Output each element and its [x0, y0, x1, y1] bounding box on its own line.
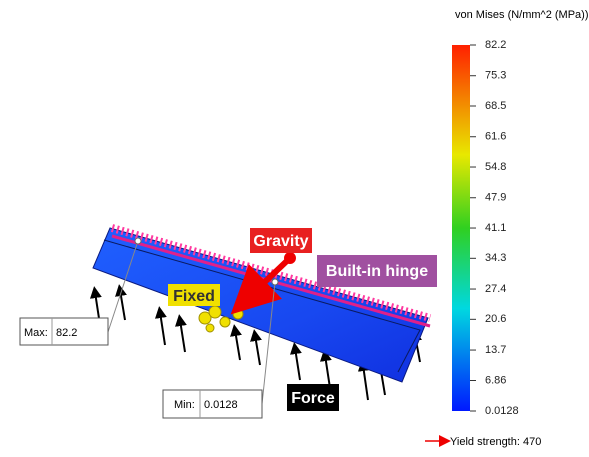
legend-tick-label: 34.3 [485, 252, 506, 264]
gravity-origin [284, 252, 296, 264]
max-label: Max: [24, 327, 48, 339]
fixed-label: Fixed [173, 288, 215, 305]
legend-tick-label: 61.6 [485, 131, 506, 143]
legend-tick-label: 54.8 [485, 161, 506, 173]
min-label: Min: [174, 399, 195, 411]
legend-tick-label: 27.4 [485, 283, 506, 295]
color-bar [452, 45, 470, 411]
legend-tick-label: 41.1 [485, 222, 506, 234]
legend-tick-label: 47.9 [485, 192, 506, 204]
legend-tick-label: 0.0128 [485, 405, 519, 417]
legend-tick-label: 68.5 [485, 100, 506, 112]
force-label: Force [291, 390, 335, 407]
min-point [272, 279, 278, 285]
legend-tick-label: 6.86 [485, 374, 506, 386]
legend-tick-label: 13.7 [485, 344, 506, 356]
legend-title: von Mises (N/mm^2 (MPa)) [455, 9, 589, 21]
legend-tick-label: 82.2 [485, 39, 506, 51]
max-point [135, 238, 141, 244]
viewport: Gravity Built-in hinge Fixed Force Max: … [0, 0, 589, 452]
page: {"legend": {"title": "von Mises (N/mm^2 … [0, 0, 589, 457]
legend-tick-label: 20.6 [485, 313, 506, 325]
gravity-label: Gravity [253, 233, 308, 250]
hinge-label: Built-in hinge [326, 263, 428, 280]
model [93, 228, 430, 400]
max-value: 82.2 [56, 327, 77, 339]
min-value: 0.0128 [204, 399, 238, 411]
yield-strength: Yield strength: 470 [450, 436, 541, 448]
legend-tick-label: 75.3 [485, 70, 506, 82]
